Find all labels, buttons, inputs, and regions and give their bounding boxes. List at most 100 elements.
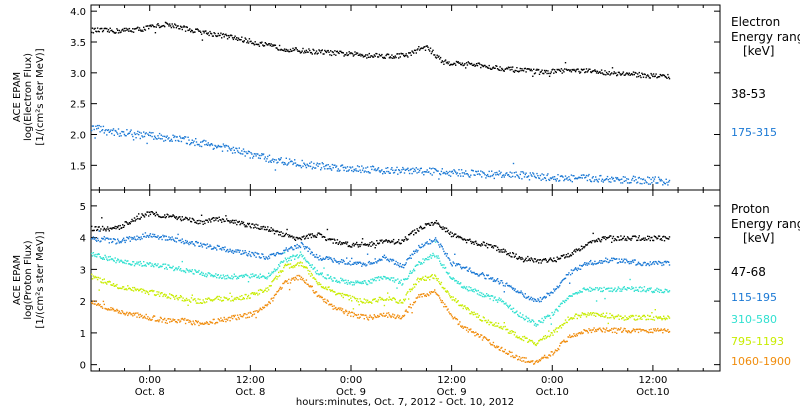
electron-point [637,73,639,75]
proton-point [330,278,333,280]
proton-point [176,269,178,271]
proton-point [411,253,413,255]
proton-point [501,350,504,352]
proton-point [622,260,625,262]
proton-point [418,230,420,232]
proton-point [614,238,616,240]
proton-point [629,331,631,334]
proton-point [611,314,613,317]
proton-point [335,306,337,309]
proton-point [231,221,233,223]
proton-point [299,251,302,253]
electron-point [635,179,637,181]
proton-point [159,216,162,218]
proton-point [190,270,192,272]
proton-point [394,242,396,244]
proton-point [533,258,536,260]
proton-point [667,291,669,293]
proton-point [392,259,395,262]
proton-point [423,244,425,247]
proton-point [217,298,219,300]
proton-point [348,299,350,301]
proton-point [127,285,129,287]
proton-point [474,288,476,290]
proton-point [409,254,412,257]
electron-point [479,63,481,66]
proton-point [91,302,94,305]
proton-point [442,286,444,289]
electron-point [594,69,596,71]
proton-point [133,286,136,289]
proton-point [593,263,595,265]
electron-point [560,175,563,177]
proton-point [445,305,448,308]
proton-point [397,278,399,280]
electron-point [614,72,616,75]
proton-point [195,320,197,322]
proton-point [510,308,512,310]
proton-point [656,238,658,240]
proton-point [417,277,419,279]
proton-point [396,301,398,304]
proton-point [250,255,252,258]
proton-point [344,293,346,296]
proton-point [92,252,95,254]
proton-point [179,269,181,271]
proton-point [451,232,453,234]
proton-point [277,267,279,269]
electron-point [319,50,321,52]
proton-point [565,299,568,302]
proton-point [541,298,543,300]
proton-point [423,261,425,264]
electron-point [648,177,651,179]
proton-point [457,323,459,326]
electron-point [289,160,292,163]
proton-point [168,264,170,266]
proton-point [260,289,262,291]
proton-point [179,296,181,299]
proton-point [626,317,628,319]
proton-point [450,296,453,298]
proton-point [377,299,380,301]
proton-point [138,316,141,319]
proton-point [413,301,416,304]
electron-point [264,42,266,44]
proton-point [418,227,421,229]
proton-point [494,280,496,283]
proton-point [569,274,572,276]
proton-point [173,215,175,217]
proton-point [465,308,468,311]
proton-point [222,299,225,302]
proton-point [246,226,248,228]
proton-point [244,274,246,276]
electron-point [176,136,178,138]
proton-point [268,229,271,231]
electron-legend-entry-175-315: 175-315 [731,126,777,139]
proton-point [663,328,666,330]
proton-point [642,290,644,292]
proton-point [143,316,145,319]
proton-point [333,277,335,279]
proton-point [449,313,452,315]
proton-point [585,244,588,246]
proton-point [339,240,341,243]
proton-point [444,267,446,269]
proton-point [456,282,459,284]
proton-point [600,241,602,243]
proton-point [164,235,166,237]
proton-point [652,239,654,242]
electron-point [151,24,153,26]
proton-point [160,236,162,238]
proton-point [564,256,567,258]
proton-point [586,264,589,266]
electron-point [247,150,250,152]
electron-point [446,173,448,175]
proton-point [217,274,219,276]
proton-point [573,269,575,271]
proton-point [418,246,421,248]
electron-point [206,144,209,146]
electron-point [216,146,219,148]
proton-point [154,215,157,217]
electron-point [112,128,115,130]
